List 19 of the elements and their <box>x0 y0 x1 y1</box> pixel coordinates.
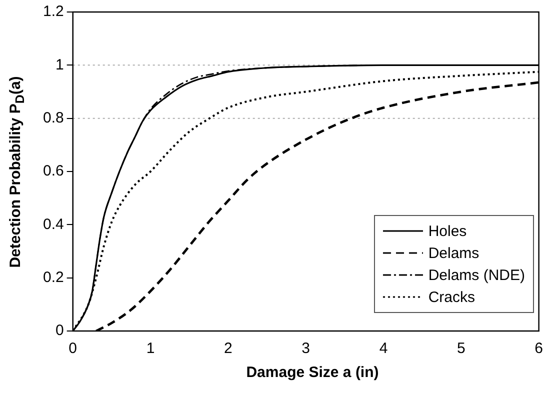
x-tick-label: 4 <box>379 340 388 358</box>
x-tick-label: 0 <box>68 340 78 358</box>
y-tick-label: 1 <box>56 56 64 74</box>
y-tick-label: 0.2 <box>42 268 64 286</box>
y-tick-label: 0 <box>56 322 64 340</box>
legend-label: Holes <box>428 222 467 240</box>
legend-label: Delams <box>428 244 480 262</box>
x-tick-label: 5 <box>456 340 466 358</box>
x-tick-label: 6 <box>534 340 543 358</box>
x-tick-label: 3 <box>302 340 310 358</box>
y-tick-label: 0.4 <box>42 216 64 233</box>
y-tick-label: 1.2 <box>42 3 64 20</box>
y-tick-label: 0.8 <box>42 109 64 126</box>
y-tick-label: 0.6 <box>42 162 64 180</box>
x-tick-label: 2 <box>224 340 232 358</box>
x-axis-title: Damage Size a (in) <box>245 364 380 381</box>
legend-label: Delams (NDE) <box>428 266 525 284</box>
x-tick-label: 1 <box>146 340 155 358</box>
legend-label: Cracks <box>428 288 475 306</box>
